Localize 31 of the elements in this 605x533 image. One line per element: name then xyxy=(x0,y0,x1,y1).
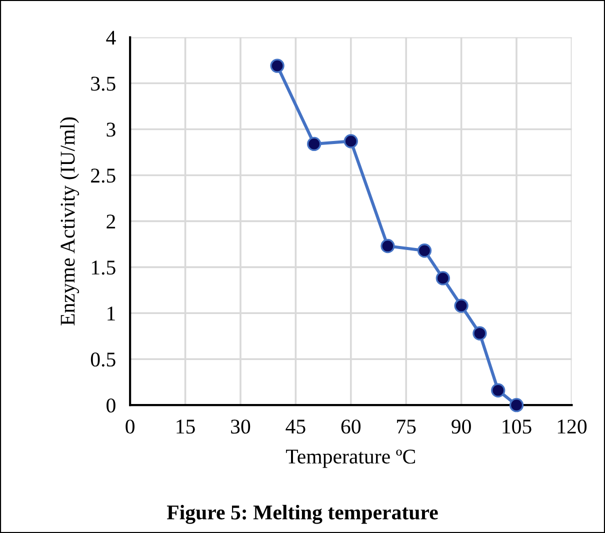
x-tick-label: 0 xyxy=(126,420,134,434)
point xyxy=(307,136,322,152)
y-tick-label: 0.5 xyxy=(90,352,116,367)
y-tick-label: 2 xyxy=(106,214,116,228)
y-tick-label: 2.5 xyxy=(91,168,116,183)
y-tick-label: 1 xyxy=(108,306,115,320)
x-tick-label: 30 xyxy=(231,420,250,434)
x-axis-title: Temperature ºC xyxy=(286,450,416,468)
point xyxy=(417,244,432,258)
point xyxy=(344,134,358,148)
x-tick-label: 90 xyxy=(452,420,471,434)
x-tick-label: 105 xyxy=(502,420,532,434)
point xyxy=(472,326,487,340)
x-tick-label: 75 xyxy=(397,420,416,434)
y-tick-label: 0 xyxy=(106,398,116,413)
point xyxy=(509,398,524,412)
point xyxy=(454,298,468,313)
caption: Figure 5: Melting temperature xyxy=(166,504,438,524)
y-axis-title: Enzyme Activity (IU/ml) xyxy=(60,117,80,326)
point xyxy=(380,238,395,254)
y-tick-label: 4 xyxy=(106,30,116,45)
point xyxy=(436,271,450,286)
point xyxy=(491,383,506,398)
y-tick-label: 3 xyxy=(106,122,116,137)
x-tick-label: 45 xyxy=(286,420,306,434)
x-tick-label: 15 xyxy=(176,420,195,434)
y-tick-label: 3.5 xyxy=(91,76,116,91)
x-tick-label: 60 xyxy=(341,420,361,434)
x-tick-label: 120 xyxy=(558,420,587,434)
point xyxy=(270,58,284,73)
y-tick-label: 1.5 xyxy=(92,260,116,275)
